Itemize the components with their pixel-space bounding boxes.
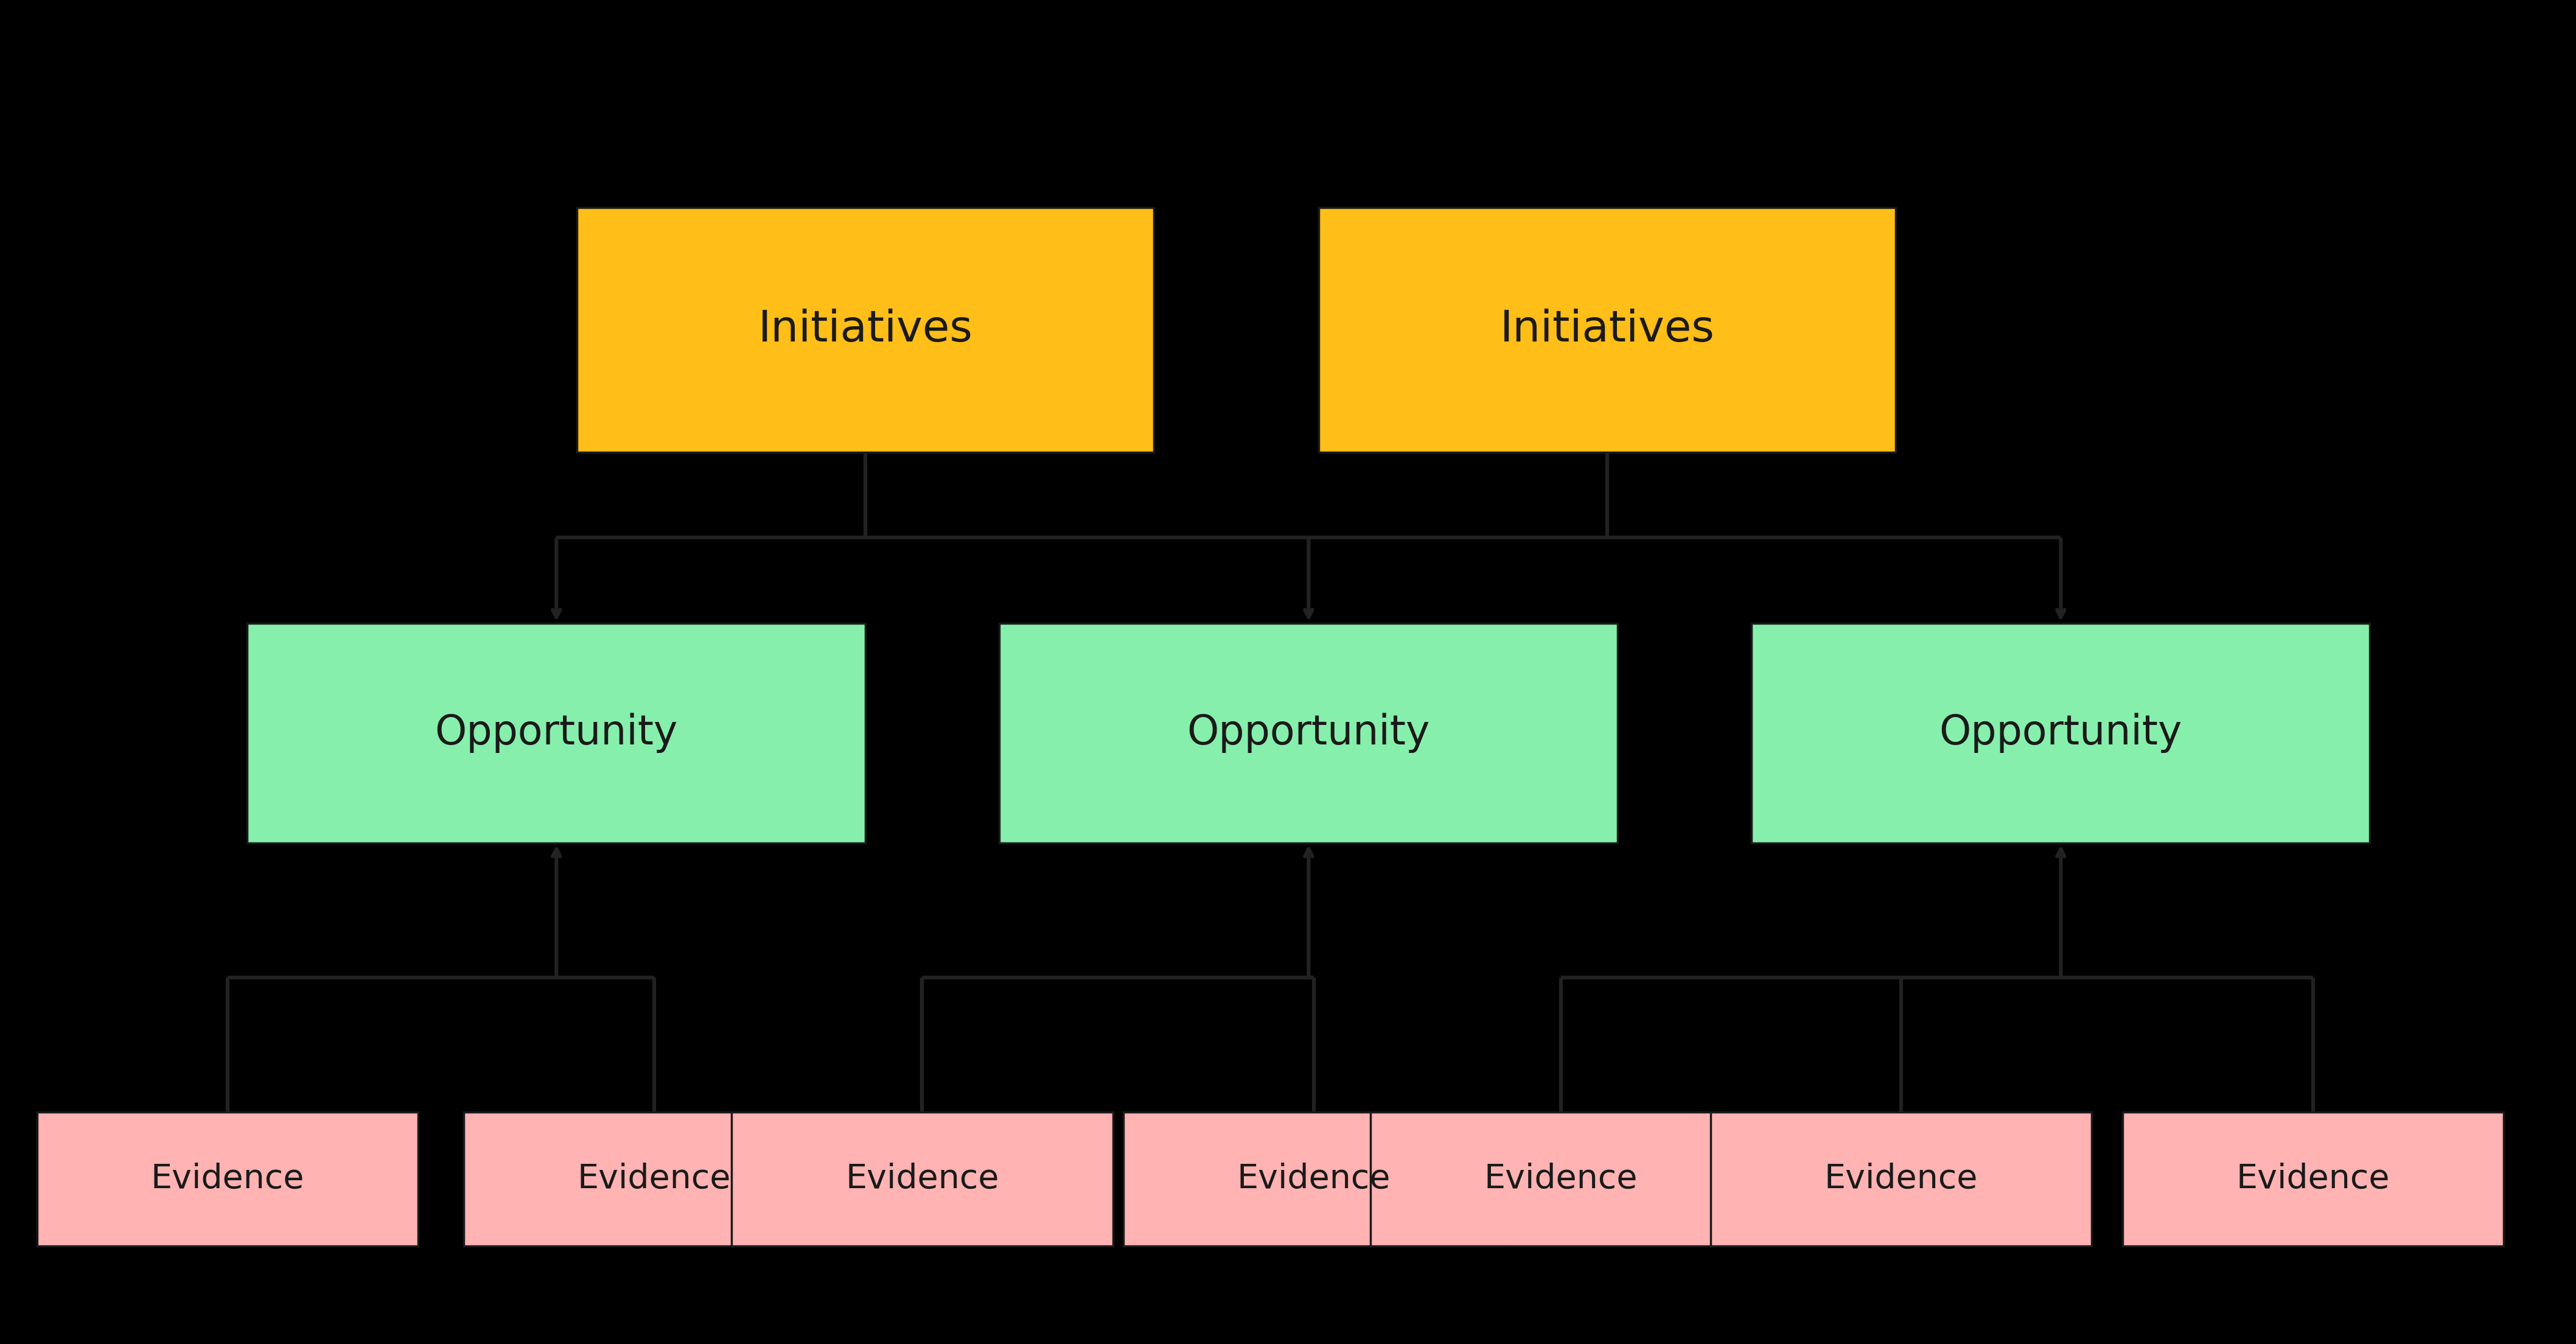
Text: Evidence: Evidence	[1484, 1163, 1638, 1196]
Text: Evidence: Evidence	[845, 1163, 999, 1196]
Text: Initiatives: Initiatives	[1499, 309, 1716, 351]
Text: Evidence: Evidence	[152, 1163, 304, 1196]
FancyBboxPatch shape	[247, 624, 866, 843]
FancyBboxPatch shape	[2123, 1111, 2504, 1246]
FancyBboxPatch shape	[999, 624, 1618, 843]
FancyBboxPatch shape	[732, 1111, 1113, 1246]
FancyBboxPatch shape	[1319, 208, 1896, 452]
Text: Evidence: Evidence	[2236, 1163, 2391, 1196]
Text: Opportunity: Opportunity	[435, 714, 677, 753]
Text: Opportunity: Opportunity	[1940, 714, 2182, 753]
FancyBboxPatch shape	[577, 208, 1154, 452]
Text: Evidence: Evidence	[1824, 1163, 1978, 1196]
FancyBboxPatch shape	[36, 1111, 417, 1246]
FancyBboxPatch shape	[1123, 1111, 1504, 1246]
Text: Evidence: Evidence	[577, 1163, 732, 1196]
Text: Evidence: Evidence	[1236, 1163, 1391, 1196]
FancyBboxPatch shape	[1752, 624, 2370, 843]
FancyBboxPatch shape	[1710, 1111, 2092, 1246]
FancyBboxPatch shape	[1370, 1111, 1752, 1246]
Text: Opportunity: Opportunity	[1188, 714, 1430, 753]
Text: Initiatives: Initiatives	[757, 309, 974, 351]
FancyBboxPatch shape	[464, 1111, 845, 1246]
